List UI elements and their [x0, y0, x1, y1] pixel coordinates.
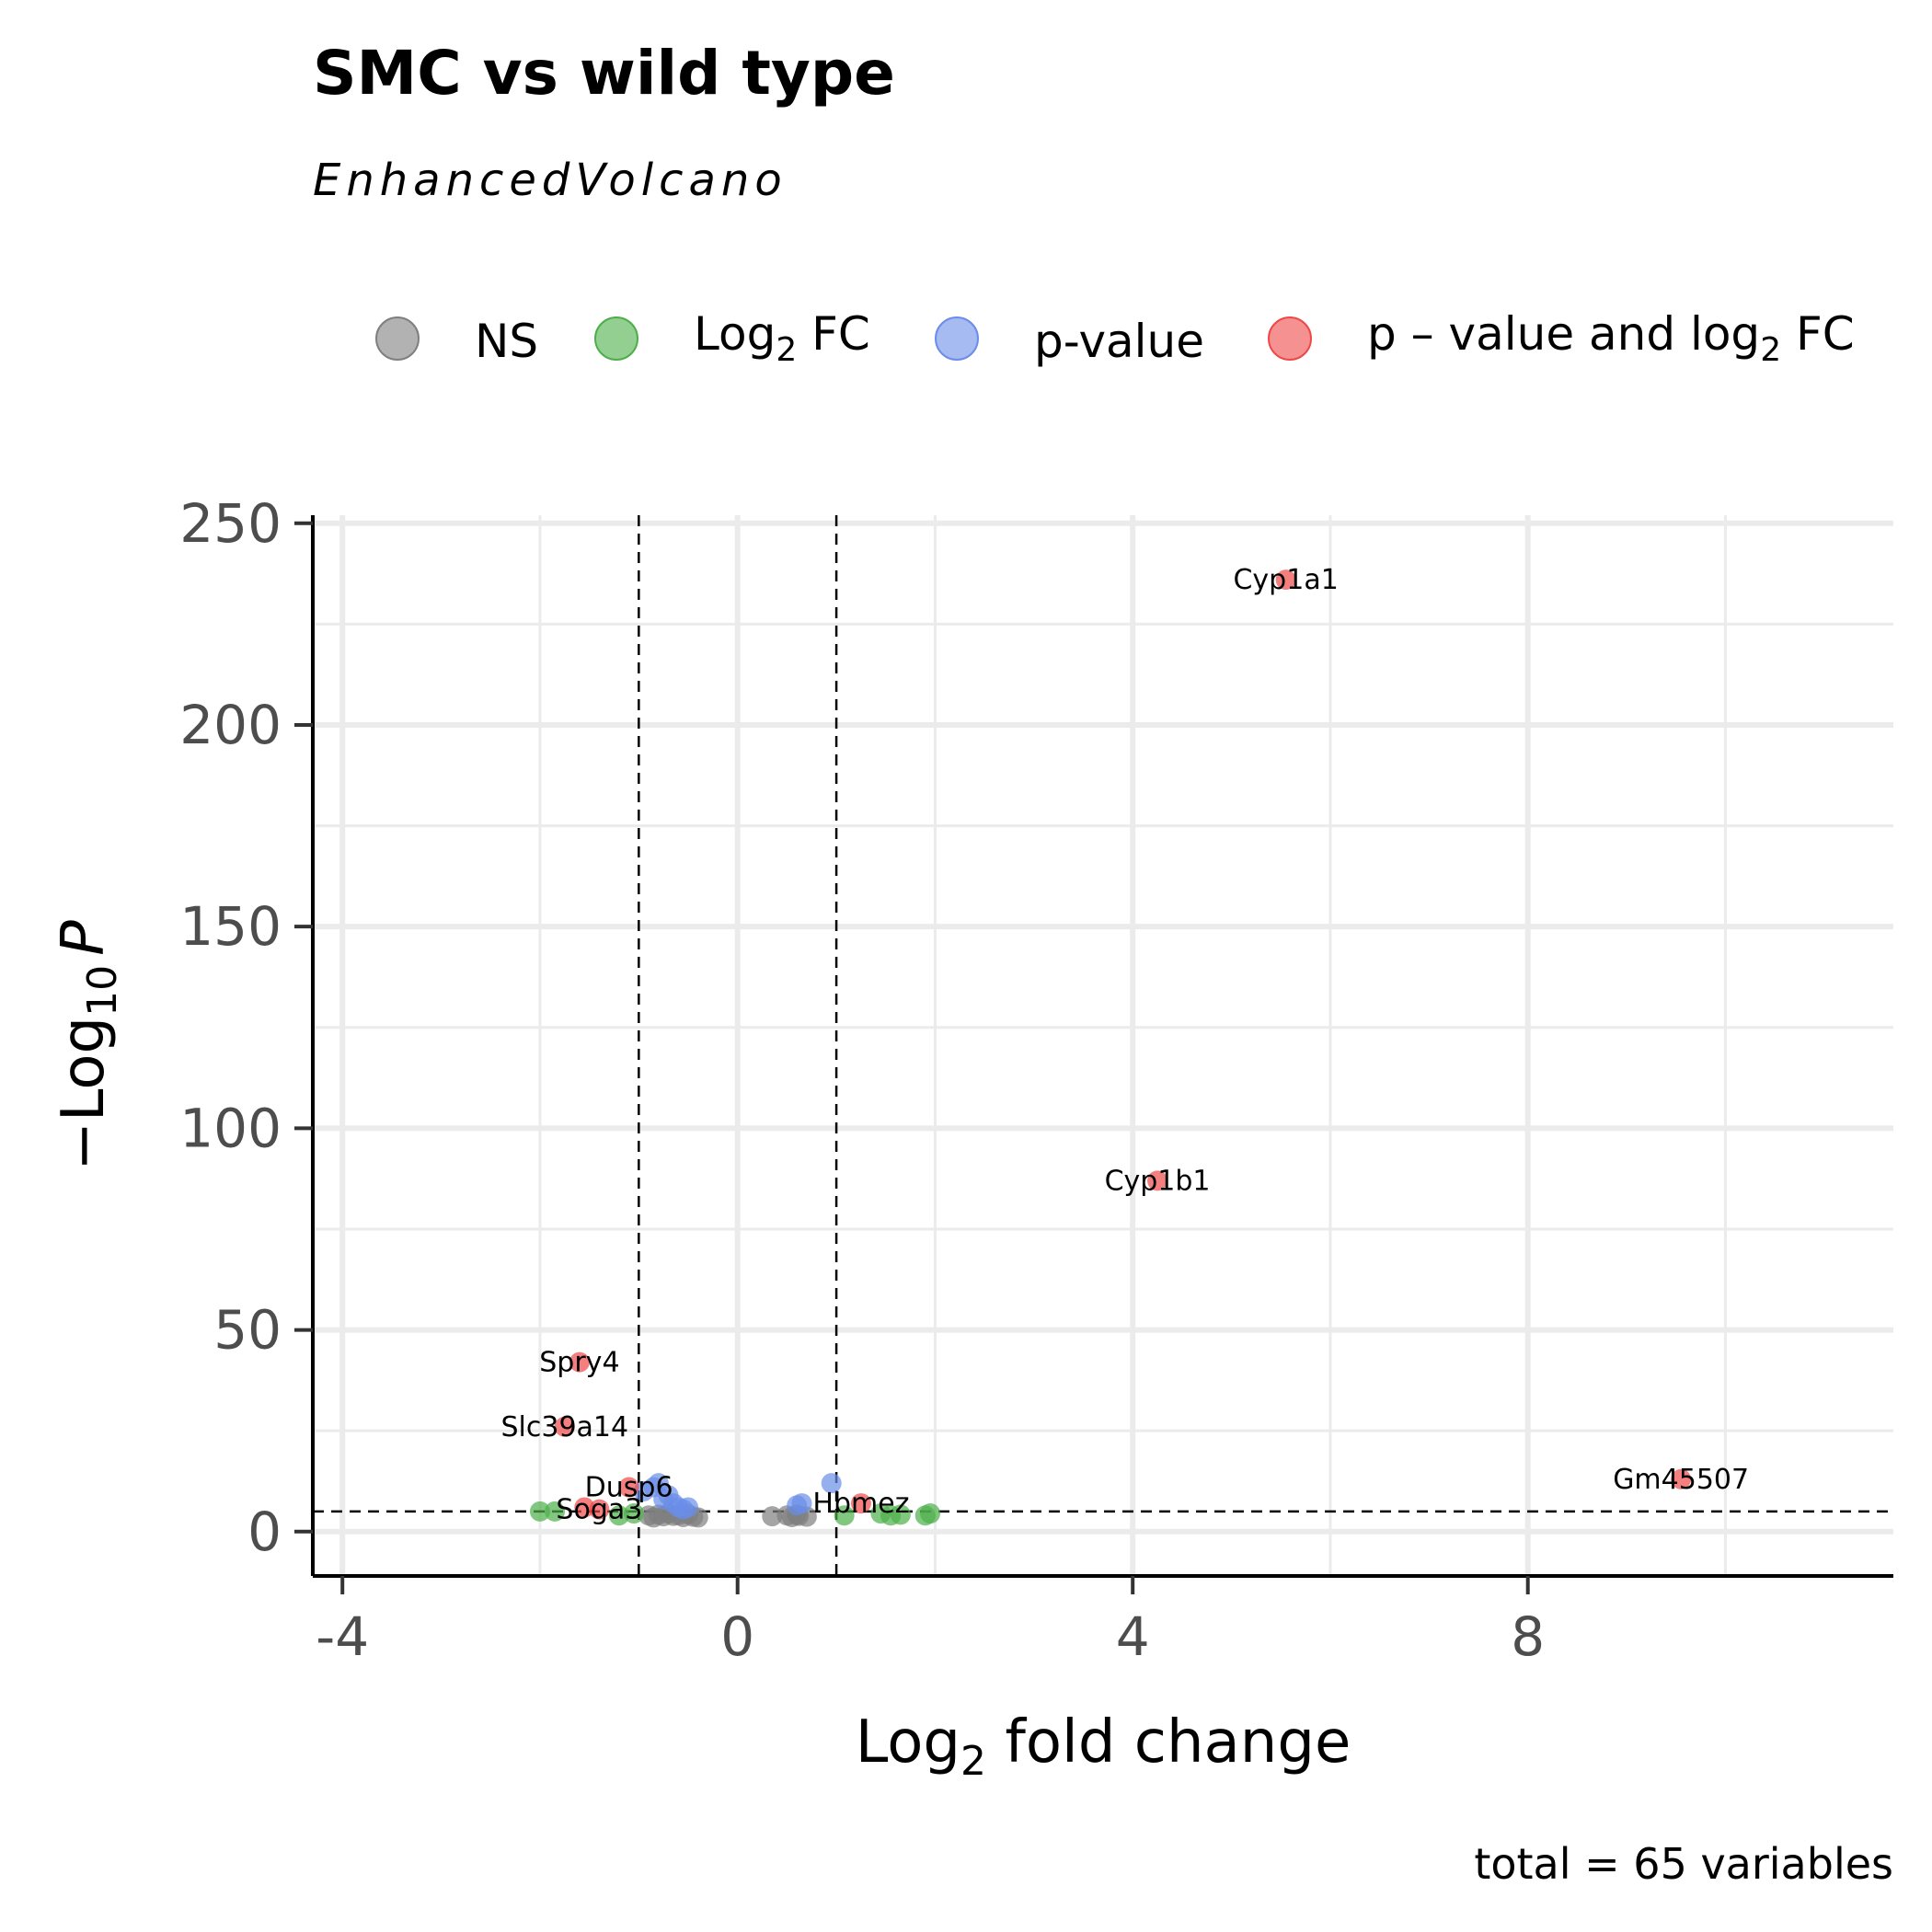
point-fc-p [569, 1351, 590, 1373]
point-fc-p [850, 1493, 871, 1514]
y-tick-label: 150 [179, 895, 282, 958]
point-fc-p [1671, 1468, 1692, 1489]
point-fc [608, 1505, 629, 1526]
x-axis-title: Log2 fold change [856, 1708, 1351, 1785]
legend-marker-p [935, 316, 979, 361]
y-tick-label: 100 [179, 1097, 282, 1159]
point-label: Cyp1a1 [1233, 564, 1338, 596]
point-label: Gm45507 [1613, 1464, 1749, 1496]
x-tick-label: -4 [316, 1605, 369, 1668]
point-fc [545, 1501, 566, 1522]
point-fc-p [554, 1416, 575, 1437]
point-fc-p [618, 1477, 639, 1498]
x-tick-label: 8 [1511, 1605, 1545, 1668]
x-tick-label: 4 [1116, 1605, 1150, 1668]
caption: total = 65 variables [1474, 1839, 1893, 1889]
point-fc-p [1147, 1170, 1168, 1191]
point-label: Hbmez [812, 1488, 909, 1520]
legend-marker-ns [375, 316, 420, 361]
y-tick-label: 250 [179, 492, 282, 555]
legend-marker-fc-p [1268, 316, 1312, 361]
point-fc-p [574, 1497, 595, 1518]
legend-label-p: p-value [1034, 315, 1204, 368]
legend: NS Log2 FC p-value p – value and log2 FC [375, 307, 1855, 369]
y-axis-title: −Log10P [50, 920, 126, 1171]
point-fc [834, 1505, 855, 1526]
point-label: Cyp1b1 [1105, 1165, 1211, 1197]
x-tick-label: 0 [720, 1605, 754, 1668]
point-p [678, 1497, 699, 1518]
point-fc [920, 1503, 941, 1524]
legend-label-fc-p: p – value and log2 FC [1367, 307, 1855, 369]
chart-subtitle: EnhancedVolcano [313, 155, 788, 206]
point-label: Dusp6 [585, 1472, 673, 1504]
y-tick-label: 200 [179, 694, 282, 756]
point-label: Slc39a14 [501, 1411, 629, 1443]
point-p [821, 1473, 842, 1494]
legend-label-ns: NS [475, 315, 538, 368]
point-p [791, 1493, 812, 1514]
chart-title: SMC vs wild type [313, 38, 895, 109]
legend-label-fc: Log2 FC [694, 307, 870, 369]
point-fc [529, 1501, 550, 1522]
legend-marker-fc [594, 316, 638, 361]
point-fc-p [589, 1499, 610, 1520]
point-label: Spry4 [539, 1347, 619, 1379]
point-ns [762, 1506, 783, 1527]
y-tick-label: 0 [247, 1501, 282, 1563]
point-fc-p [1275, 569, 1296, 591]
point-label: Soga3 [556, 1494, 642, 1526]
point-fc [890, 1504, 911, 1525]
y-tick-label: 50 [213, 1299, 282, 1362]
point-fc [623, 1503, 644, 1524]
